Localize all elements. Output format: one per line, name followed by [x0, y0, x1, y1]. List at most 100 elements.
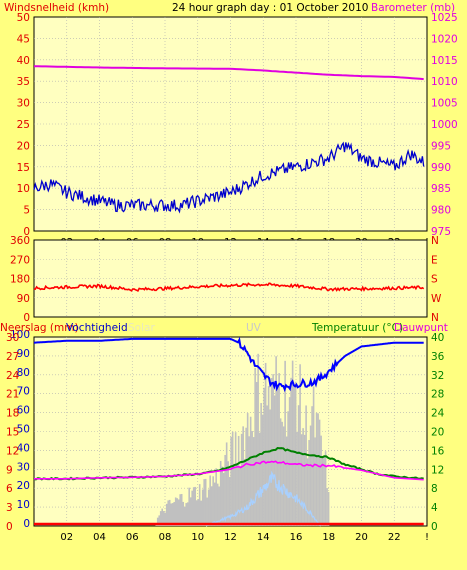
solar-bar	[267, 386, 270, 526]
x-tick-label: 02	[60, 532, 73, 543]
solar-bar	[234, 432, 237, 526]
solar-bar	[255, 382, 258, 526]
solar-bar	[200, 500, 202, 526]
x-tick-label: 20	[355, 532, 368, 543]
solar-bar	[176, 498, 178, 526]
solar-bar	[203, 479, 205, 526]
uv-line	[205, 470, 322, 527]
barometer-line	[33, 65, 424, 81]
solar-bar	[308, 440, 310, 526]
solar-bar	[198, 484, 201, 526]
solar-bar	[297, 405, 300, 526]
solar-bar	[270, 377, 273, 526]
solar-bar	[216, 483, 219, 526]
solar-bar	[320, 435, 322, 526]
solar-bar	[326, 488, 328, 526]
x-tick-label: 06	[126, 532, 139, 543]
solar-bar	[221, 466, 223, 526]
temp-tick-label: 28	[431, 389, 444, 401]
solar-bar	[228, 477, 231, 526]
wind-tick-label: 45	[17, 33, 30, 45]
solar-bar	[246, 413, 249, 526]
solar-bar	[318, 419, 321, 526]
solar-bar	[321, 456, 324, 526]
wind-tick-label: 40	[17, 55, 30, 67]
wind-tick-label: 50	[17, 12, 30, 24]
humidity-line	[33, 336, 424, 393]
solar-bar	[323, 456, 325, 526]
rain-tick-label: 12	[6, 445, 19, 457]
temp-tick-label: 32	[431, 370, 444, 382]
solar-bar	[273, 395, 276, 526]
solar-bar	[287, 411, 289, 526]
rain-tick-label: 27	[6, 351, 19, 363]
solar-bar	[303, 434, 306, 526]
solar-bar	[158, 515, 161, 526]
solar-bar	[219, 460, 222, 526]
solar-bar	[171, 503, 174, 526]
chart-title: 24 hour graph day : 01 October 2010	[172, 2, 368, 14]
solar-bar	[170, 503, 173, 526]
compass-label: N	[431, 235, 439, 247]
direction-plot-area	[33, 239, 428, 318]
baro-tick-label: 1010	[431, 76, 458, 88]
wind-tick-label: 25	[17, 119, 30, 131]
compass-label: E	[431, 254, 438, 266]
baro-tick-label: 980	[431, 205, 451, 217]
solar-bar	[183, 506, 186, 526]
humidity-tick-label: 70	[17, 386, 30, 398]
x-tick-label: 12	[224, 532, 237, 543]
baro-tick-label: 1000	[431, 119, 458, 131]
humidity-tick-label: 30	[17, 461, 30, 473]
solar-bar	[309, 425, 312, 526]
solar-bar	[239, 465, 241, 526]
solar-bar	[191, 490, 193, 526]
solar-bar	[162, 511, 165, 526]
solar-bar	[300, 434, 303, 526]
direction-tick-label: 0	[23, 312, 30, 324]
solar-bar	[209, 475, 211, 526]
rain-tick-label: 9	[6, 464, 13, 476]
rain-tick-label: 21	[6, 389, 19, 401]
solar-bar	[281, 421, 283, 526]
solar-bar	[263, 387, 265, 526]
humidity-tick-label: 10	[17, 499, 30, 511]
solar-bar	[179, 494, 181, 526]
x-tick-label: 08	[159, 532, 172, 543]
solar-bar	[293, 384, 295, 526]
x-tick-label: 16	[290, 532, 303, 543]
dewpoint-axis-label: Dauwpunt	[394, 322, 448, 334]
rain-tick-label: 6	[6, 483, 13, 495]
solar-bar	[257, 353, 259, 526]
baro-y-ticks: 975 980 985 990 995 1000 1005 1010 1015 1020 1025	[431, 12, 458, 238]
wind-series	[33, 65, 425, 214]
solar-bar	[207, 489, 210, 526]
solar-bar	[230, 436, 232, 526]
solar-bar	[155, 524, 158, 526]
solar-bar	[276, 387, 279, 526]
solar-bar	[194, 486, 196, 526]
wind-axis-label: Windsnelheid (kmh)	[4, 2, 109, 14]
temp-tick-label: 20	[431, 427, 444, 439]
baro-tick-label: 1025	[431, 12, 458, 24]
humidity-tick-label: 20	[17, 480, 30, 492]
solar-bar	[212, 476, 214, 526]
rain-tick-label: 24	[6, 370, 20, 382]
solar-bar	[245, 427, 247, 526]
x-tick-label: 04	[93, 532, 106, 543]
solar-bar	[240, 433, 243, 526]
solar-bar	[237, 435, 240, 526]
humidity-tick-label: 90	[17, 348, 30, 360]
humidity-tick-label: 0	[23, 518, 30, 530]
solar-bar	[324, 451, 327, 526]
solar-bar	[315, 412, 318, 526]
solar-bar	[243, 459, 246, 526]
solar-bar	[177, 499, 180, 526]
solar-bar	[215, 468, 217, 526]
solar-bar	[185, 503, 187, 526]
solar-bar	[201, 489, 204, 526]
wind-tick-label: 35	[17, 76, 30, 88]
